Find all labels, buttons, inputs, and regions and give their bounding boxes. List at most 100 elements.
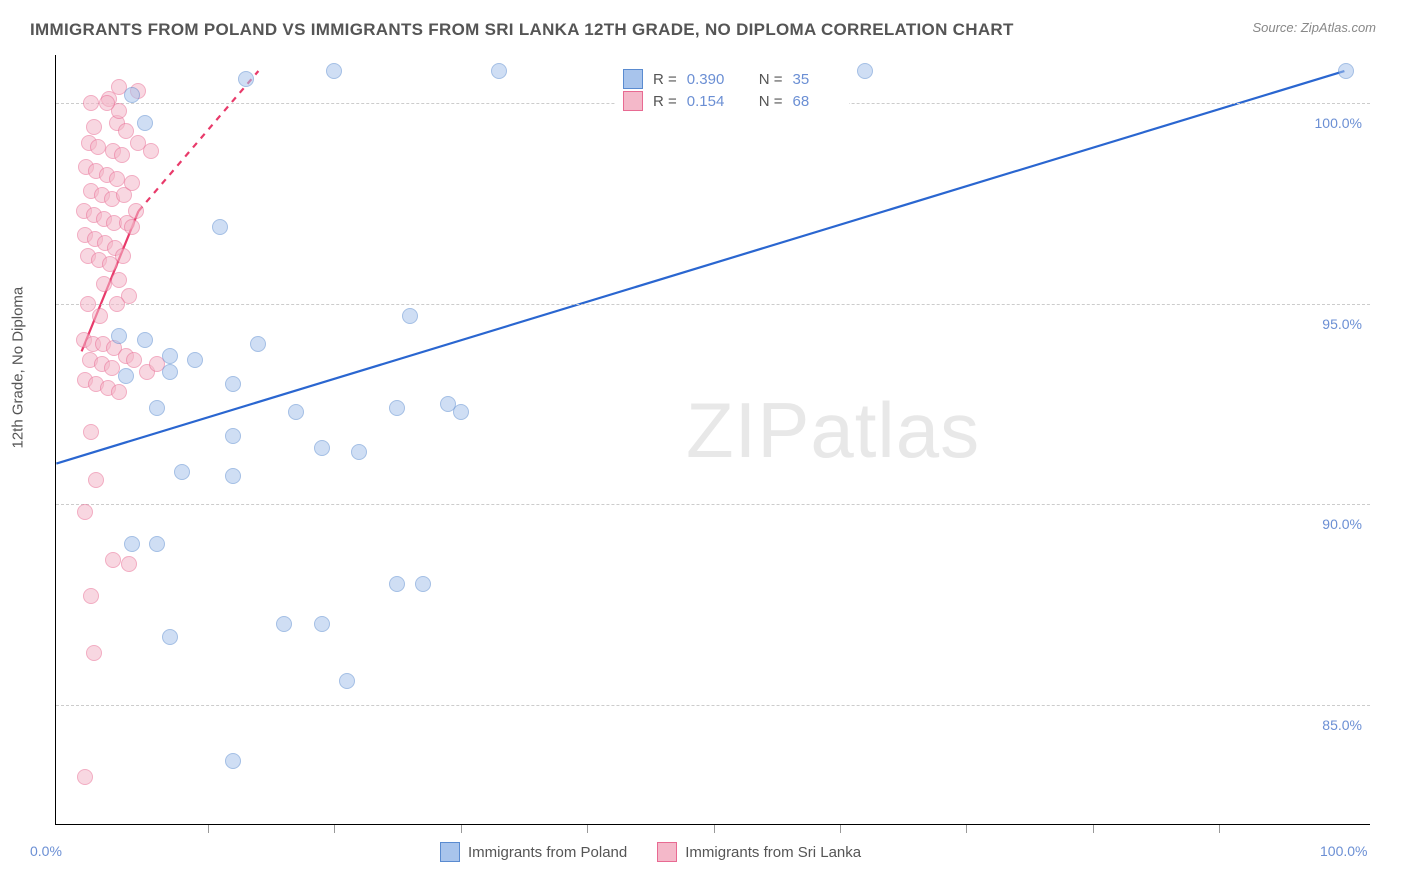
- data-point: [96, 276, 112, 292]
- data-point: [1338, 63, 1354, 79]
- data-point: [314, 440, 330, 456]
- data-point: [118, 123, 134, 139]
- source-label: Source: ZipAtlas.com: [1252, 20, 1376, 35]
- legend-swatch: [623, 69, 643, 89]
- x-tick: [840, 825, 841, 833]
- x-tick: [208, 825, 209, 833]
- watermark: ZIPatlas: [686, 385, 980, 476]
- data-point: [351, 444, 367, 460]
- data-point: [114, 147, 130, 163]
- x-tick: [587, 825, 588, 833]
- data-point: [250, 336, 266, 352]
- data-point: [83, 588, 99, 604]
- data-point: [326, 63, 342, 79]
- data-point: [83, 95, 99, 111]
- data-point: [857, 63, 873, 79]
- data-point: [162, 629, 178, 645]
- data-point: [118, 368, 134, 384]
- x-tick-label-left: 0.0%: [30, 843, 62, 859]
- data-point: [128, 203, 144, 219]
- x-tick-label-right: 100.0%: [1320, 843, 1367, 859]
- data-point: [225, 468, 241, 484]
- legend-series: Immigrants from Poland Immigrants from Sr…: [440, 842, 861, 862]
- legend-series-item: Immigrants from Poland: [440, 842, 627, 862]
- x-tick: [714, 825, 715, 833]
- y-tick-label: 95.0%: [1322, 316, 1362, 332]
- data-point: [225, 428, 241, 444]
- data-point: [88, 472, 104, 488]
- data-point: [111, 384, 127, 400]
- y-axis-label: 12th Grade, No Diploma: [10, 287, 27, 449]
- legend-n-value: 68: [793, 93, 841, 110]
- data-point: [124, 219, 140, 235]
- data-point: [453, 404, 469, 420]
- legend-n-label: N =: [759, 93, 783, 110]
- data-point: [105, 552, 121, 568]
- data-point: [86, 119, 102, 135]
- legend-n-label: N =: [759, 71, 783, 88]
- data-point: [491, 63, 507, 79]
- x-tick: [1093, 825, 1094, 833]
- data-point: [238, 71, 254, 87]
- y-tick-label: 100.0%: [1315, 115, 1362, 131]
- data-point: [149, 536, 165, 552]
- data-point: [111, 272, 127, 288]
- data-point: [415, 576, 431, 592]
- data-point: [149, 400, 165, 416]
- data-point: [225, 376, 241, 392]
- data-point: [124, 536, 140, 552]
- legend-swatch: [657, 842, 677, 862]
- data-point: [402, 308, 418, 324]
- legend-row: R = 0.390 N = 35: [623, 69, 841, 89]
- data-point: [212, 219, 228, 235]
- data-point: [137, 332, 153, 348]
- data-point: [90, 139, 106, 155]
- data-point: [389, 576, 405, 592]
- data-point: [109, 171, 125, 187]
- data-point: [339, 673, 355, 689]
- data-point: [124, 87, 140, 103]
- trend-lines: [56, 55, 1370, 824]
- gridline-h: [56, 705, 1370, 706]
- data-point: [126, 352, 142, 368]
- legend-row: R = 0.154 N = 68: [623, 91, 841, 111]
- y-tick-label: 85.0%: [1322, 717, 1362, 733]
- data-point: [137, 115, 153, 131]
- x-tick: [1219, 825, 1220, 833]
- x-tick: [966, 825, 967, 833]
- data-point: [80, 296, 96, 312]
- legend-r-label: R =: [653, 71, 677, 88]
- legend-r-value: 0.390: [687, 71, 735, 88]
- data-point: [111, 328, 127, 344]
- data-point: [121, 556, 137, 572]
- data-point: [162, 348, 178, 364]
- legend-r-value: 0.154: [687, 93, 735, 110]
- legend-swatch: [623, 91, 643, 111]
- legend-series-item: Immigrants from Sri Lanka: [657, 842, 861, 862]
- y-tick-label: 90.0%: [1322, 516, 1362, 532]
- chart-title: IMMIGRANTS FROM POLAND VS IMMIGRANTS FRO…: [30, 20, 1014, 40]
- data-point: [109, 296, 125, 312]
- data-point: [77, 504, 93, 520]
- data-point: [389, 400, 405, 416]
- legend-correlation: R = 0.390 N = 35 R = 0.154 N = 68: [615, 63, 849, 117]
- data-point: [225, 753, 241, 769]
- legend-swatch: [440, 842, 460, 862]
- data-point: [187, 352, 203, 368]
- data-point: [124, 175, 140, 191]
- data-point: [99, 95, 115, 111]
- data-point: [77, 769, 93, 785]
- gridline-h: [56, 504, 1370, 505]
- legend-n-value: 35: [793, 71, 841, 88]
- plot-area: ZIPatlas 85.0% 90.0% 95.0% 100.0%: [55, 55, 1370, 825]
- data-point: [174, 464, 190, 480]
- legend-series-label: Immigrants from Poland: [468, 844, 627, 861]
- legend-r-label: R =: [653, 93, 677, 110]
- data-point: [130, 135, 146, 151]
- data-point: [314, 616, 330, 632]
- data-point: [162, 364, 178, 380]
- legend-series-label: Immigrants from Sri Lanka: [685, 844, 861, 861]
- x-tick: [334, 825, 335, 833]
- data-point: [86, 645, 102, 661]
- gridline-h: [56, 304, 1370, 305]
